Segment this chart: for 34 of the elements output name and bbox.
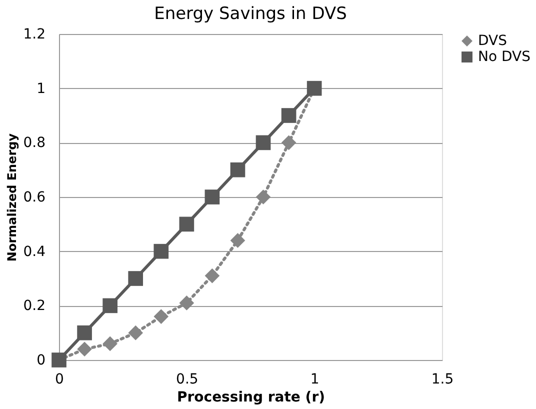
x-tick-label: 1 <box>310 372 320 388</box>
point <box>77 325 92 340</box>
point <box>154 244 169 259</box>
point <box>179 216 194 232</box>
x-tick-label: 1.5 <box>431 372 454 388</box>
point <box>204 190 220 204</box>
chart-title: Energy Savings in DVS <box>154 4 347 24</box>
x-tick-label: 0.5 <box>176 372 198 388</box>
point <box>128 325 144 340</box>
point <box>230 162 246 178</box>
y-tick-label: 0.4 <box>23 244 46 260</box>
y-tick-label: 0.8 <box>23 135 46 152</box>
y-axis-title: Normalized Energy <box>5 133 20 262</box>
point <box>256 190 271 204</box>
y-tick-label: 0 <box>36 352 46 368</box>
x-tick-label: 0 <box>55 372 64 388</box>
point <box>179 296 194 310</box>
point <box>256 135 271 150</box>
y-tick-label: 0.2 <box>23 298 46 314</box>
point <box>204 268 220 284</box>
point <box>128 271 144 286</box>
point <box>102 298 118 314</box>
y-tick-label: 1 <box>36 80 46 97</box>
point <box>77 342 92 357</box>
y-tick-label: 1.2 <box>23 26 46 42</box>
y-tick-label: 0.6 <box>23 190 46 206</box>
point <box>154 309 169 324</box>
point <box>281 108 296 123</box>
point <box>230 233 246 248</box>
legend-label: No DVS <box>478 49 531 65</box>
legend-label: DVS <box>478 33 508 49</box>
point <box>281 135 296 150</box>
point <box>102 336 118 352</box>
x-axis-title: Processing rate (r) <box>176 390 326 406</box>
